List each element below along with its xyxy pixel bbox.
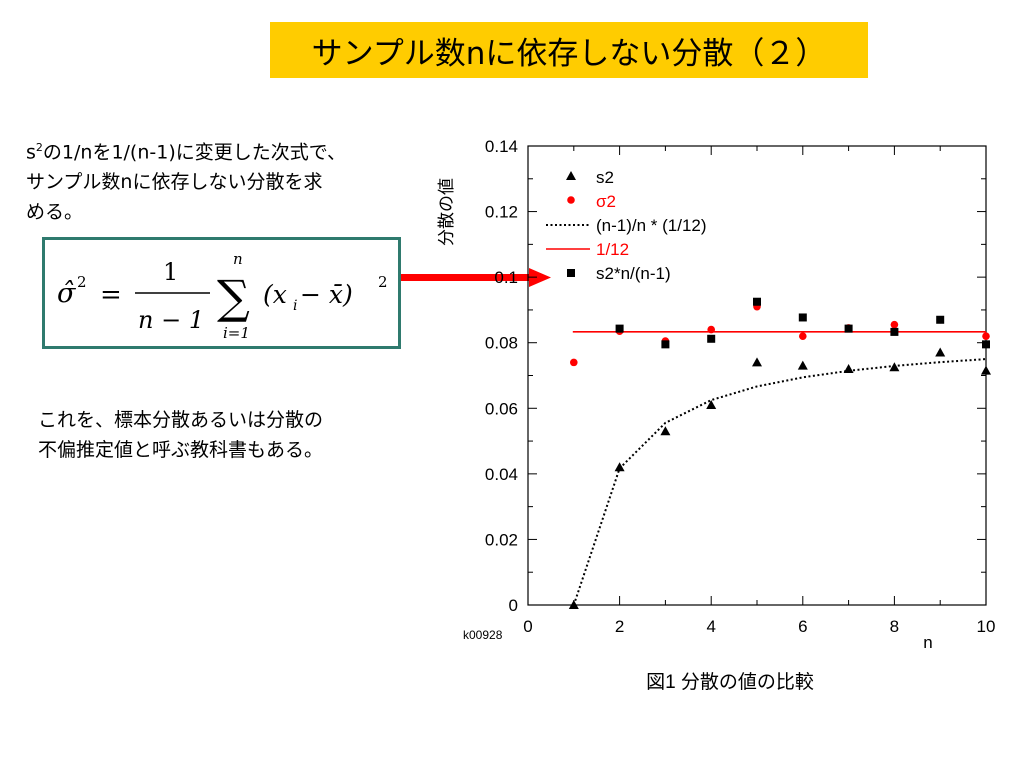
x-tick-label: 6	[798, 617, 807, 636]
sum-body-rest: − x̄)	[300, 280, 353, 309]
note-line1: これを、標本分散あるいは分散の	[38, 409, 324, 431]
legend-circle-marker	[567, 196, 575, 204]
square-point	[890, 327, 899, 336]
circle-point	[707, 325, 715, 334]
square-point	[753, 297, 761, 306]
desc-line2: サンプル数nに依存しない分散を求	[26, 171, 323, 194]
formula-numerator: 1	[163, 258, 178, 286]
triangle-point	[706, 400, 717, 410]
triangle-point	[752, 357, 762, 367]
square-point	[982, 340, 990, 349]
legend-square-marker	[567, 269, 575, 277]
arrow-shaft	[401, 274, 531, 281]
y-tick-label: 0.1	[494, 268, 518, 287]
formula-denominator: n − 1	[138, 306, 204, 334]
arrow-head	[529, 268, 551, 287]
x-tick-label: 0	[523, 617, 532, 636]
circle-point	[890, 320, 899, 329]
desc-sup: 2	[35, 141, 43, 154]
x-axis-label: n	[923, 633, 932, 652]
chart-svg: 0 2 4 6 8 10 0 0.02 0.04 0.06 0.08 0.1 0.12 0.14 n 分散の値…	[437, 137, 996, 693]
legend-label-curve: (n-1)/n * (1/12)	[596, 216, 707, 235]
y-tick-label: 0.08	[485, 334, 518, 353]
square-point	[798, 313, 807, 322]
x-tick-label: 10	[977, 617, 996, 636]
legend-triangle-marker	[566, 171, 576, 180]
sum-upper: n	[233, 250, 243, 268]
x-tick-label: 4	[706, 617, 715, 636]
formula-lhs: σ̂	[57, 278, 77, 309]
triangle-point	[843, 363, 854, 373]
formula-lhs-exp: 2	[77, 273, 87, 291]
desc-s: s	[26, 141, 36, 164]
desc-line3: める。	[26, 201, 84, 224]
y-tick-label: 0.06	[485, 399, 518, 418]
description-text: s2の1/nを1/(n-1)に変更した次式で、 サンプル数nに依存しない分散を求…	[26, 133, 426, 227]
sum-body-open: (x	[263, 280, 287, 309]
circle-point	[982, 332, 990, 340]
formula-box: σ̂ 2 = 1 n − 1 n ∑ i=1 (x i − x̄) 2	[42, 237, 401, 349]
x-tick-label: 2	[615, 617, 624, 636]
y-axis-label: 分散の値	[437, 178, 456, 246]
sum-body-exp: 2	[378, 273, 388, 291]
triangle-point	[935, 347, 946, 357]
square-point	[707, 334, 716, 343]
y-tick-label: 0.04	[485, 465, 518, 484]
variance-chart: 0 2 4 6 8 10 0 0.02 0.04 0.06 0.08 0.1 0.12 0.14 n 分散の値…	[430, 130, 1024, 693]
triangle-point	[568, 600, 579, 609]
triangle-point	[889, 362, 900, 372]
triangle-point	[614, 462, 625, 472]
note-text: これを、標本分散あるいは分散の 不偏推定値と呼ぶ教科書もある。	[38, 405, 418, 465]
y-tick-label: 0.14	[485, 137, 518, 156]
legend-label-flat: 1/12	[596, 240, 629, 259]
legend-label-s2: s2	[596, 168, 614, 187]
square-point	[936, 315, 945, 324]
desc-line1: の1/nを1/(n-1)に変更した次式で、	[42, 141, 346, 164]
pointer-arrow	[401, 268, 551, 287]
chart-caption: 図1 分散の値の比較	[646, 671, 814, 690]
square-point	[615, 324, 624, 333]
square-point	[661, 340, 670, 349]
circle-point	[799, 332, 807, 340]
triangle-point	[660, 426, 671, 436]
y-tick-label: 0.12	[485, 203, 518, 222]
sum-symbol: ∑	[217, 270, 250, 324]
triangle-point	[797, 360, 808, 370]
circle-point	[570, 358, 578, 367]
y-tick-label: 0	[509, 596, 518, 615]
note-line2: 不偏推定値と呼ぶ教科書もある。	[38, 439, 324, 461]
legend-label-corrected: s2*n/(n-1)	[596, 264, 671, 283]
sum-lower: i=1	[223, 324, 250, 342]
sum-body-sub: i	[293, 298, 297, 314]
triangle-point	[981, 365, 991, 375]
x-tick-label: 8	[890, 617, 899, 636]
y-tick-label: 0.02	[485, 530, 518, 549]
formula-equals: =	[100, 280, 122, 310]
legend-label-sigma2: σ2	[596, 192, 616, 211]
variance-formula: σ̂ 2 = 1 n − 1 n ∑ i=1 (x i − x̄) 2	[57, 250, 388, 342]
corner-label: k00928	[463, 628, 503, 642]
slide-title: サンプル数nに依存しない分散（２）	[270, 22, 868, 78]
square-point	[844, 324, 853, 333]
series-dotted-curve	[572, 358, 987, 606]
